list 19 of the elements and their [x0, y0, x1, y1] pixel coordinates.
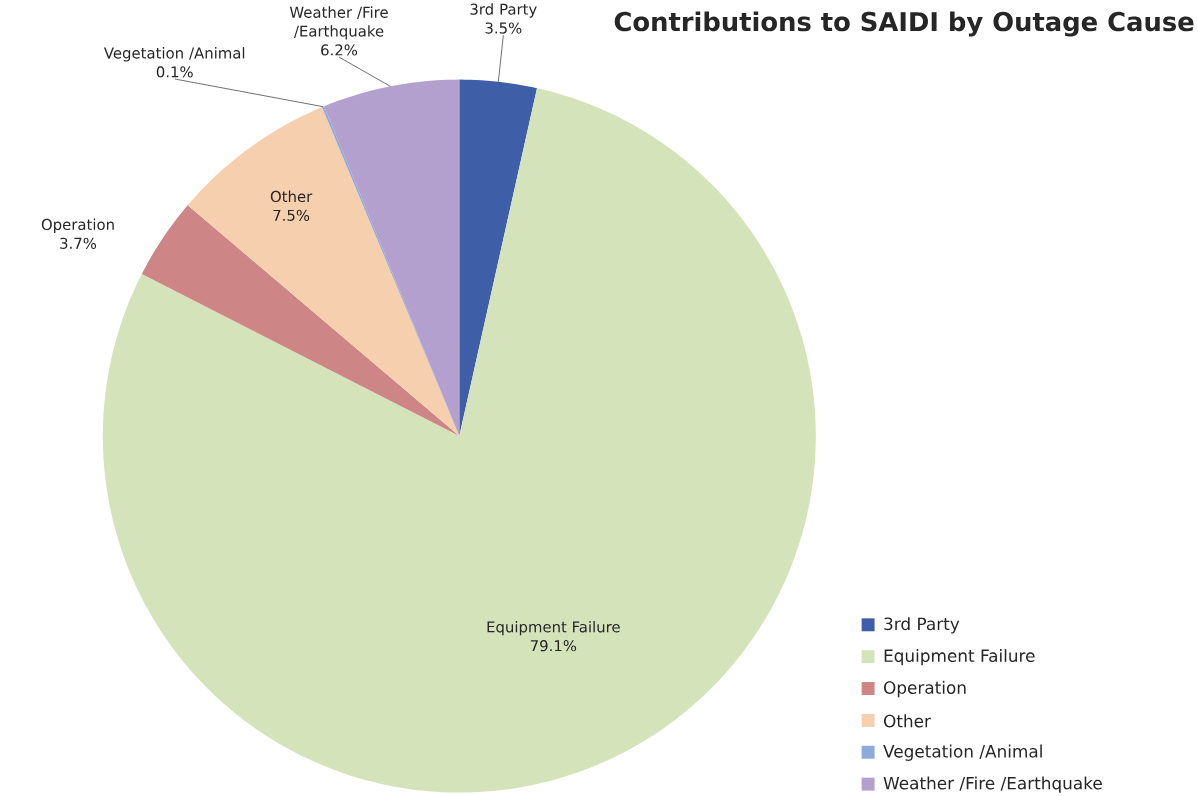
slice-label: Other — [270, 190, 313, 203]
data-label: 3.5% — [485, 22, 522, 34]
slice-label: Operation — [41, 218, 114, 233]
legend-label: Weather /Fire /Earthquake — [883, 776, 1102, 793]
slice-label: Vegetation /Animal — [103, 47, 245, 62]
slice-label: 3rd Party — [470, 3, 537, 18]
data-label: 3.7% — [60, 237, 97, 249]
data-label: 0.1% — [156, 66, 193, 78]
legend-label: Operation — [884, 680, 966, 698]
slice-label: Weather /Fire /Earthquake — [289, 6, 388, 40]
legend-label: Vegetation /Animal — [883, 744, 1042, 761]
legend-label: Other — [884, 714, 931, 728]
data-label: 6.2% — [321, 44, 358, 56]
chart-title: Contributions to SAIDI by Outage Cause — [614, 11, 1194, 37]
slice-label: Equipment Failure — [487, 620, 620, 636]
legend-label: 3rd Party — [884, 617, 960, 634]
data-label: 79.1% — [530, 640, 577, 652]
legend-label: Equipment Failure — [884, 648, 1035, 666]
data-label: 7.5% — [273, 209, 310, 221]
